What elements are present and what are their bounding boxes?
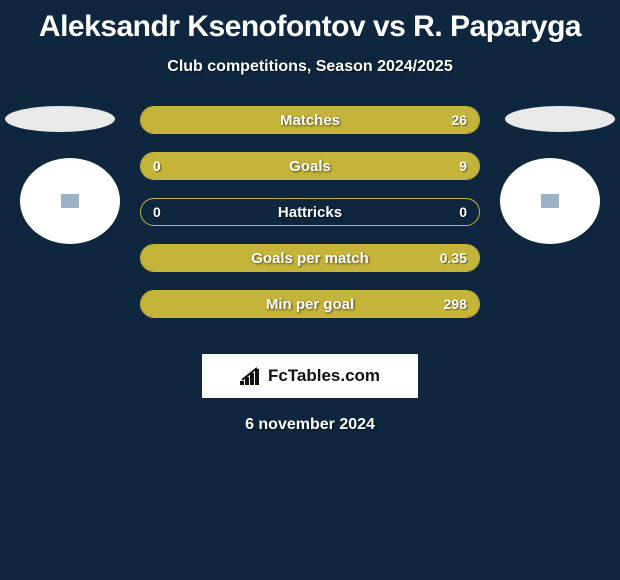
stat-label: Hattricks	[141, 204, 479, 221]
page-subtitle: Club competitions, Season 2024/2025	[0, 58, 620, 76]
footer-date: 6 november 2024	[0, 416, 620, 434]
stat-row: 298Min per goal	[140, 290, 480, 318]
stats-panel: 26Matches 09Goals 00Hattricks 0.35Goals per…	[140, 106, 480, 336]
brand-badge: FcTables.com	[202, 354, 418, 398]
stat-row: 0.35Goals per match	[140, 244, 480, 272]
brand-logo-icon	[240, 367, 262, 385]
stat-label: Goals per match	[141, 250, 479, 267]
stat-label: Matches	[141, 112, 479, 129]
stat-label: Min per goal	[141, 296, 479, 313]
stat-row: 26Matches	[140, 106, 480, 134]
stat-row: 00Hattricks	[140, 198, 480, 226]
stat-label: Goals	[141, 158, 479, 175]
comparison-container: 26Matches 09Goals 00Hattricks 0.35Goals per…	[0, 106, 620, 434]
brand-text: FcTables.com	[268, 366, 380, 386]
stat-row: 09Goals	[140, 152, 480, 180]
page-title: Aleksandr Ksenofontov vs R. Paparyga	[0, 0, 620, 44]
